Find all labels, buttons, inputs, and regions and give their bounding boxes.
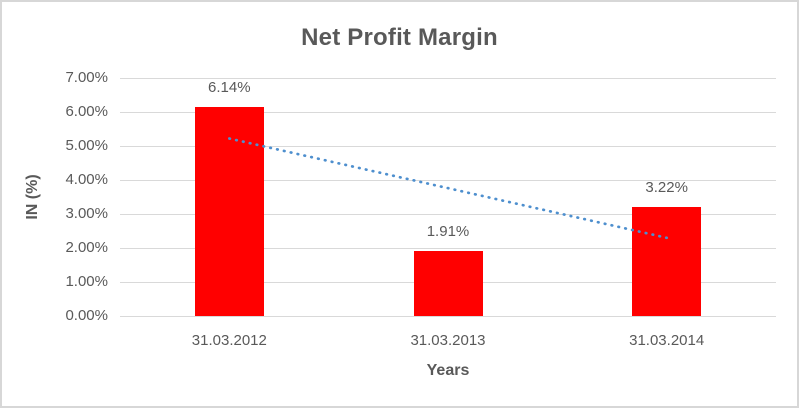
y-axis-tick-label: 4.00% — [65, 171, 108, 188]
gridline-2.00% — [120, 247, 776, 249]
data-label-31.03.2014: 3.22% — [645, 178, 688, 196]
data-label-31.03.2012: 6.14% — [208, 79, 251, 97]
data-label-31.03.2013: 1.91% — [426, 223, 470, 241]
y-axis-tick-label: 6.00% — [65, 103, 108, 120]
y-axis-tick-label: 7.00% — [65, 69, 108, 86]
bar-31.03.2014 — [632, 206, 702, 316]
gridline-0.00% — [120, 315, 776, 317]
gridline-7.00% — [120, 77, 776, 79]
x-axis-tick-label: 31.03.2012 — [191, 332, 267, 349]
x-axis-tick-label: 31.03.2014 — [629, 332, 705, 349]
y-axis-tick-label: 2.00% — [65, 239, 108, 256]
bar-31.03.2012 — [194, 107, 264, 316]
chart-title: Net Profit Margin — [301, 24, 498, 51]
y-axis-tick-label: 3.00% — [65, 205, 108, 222]
gridline-6.00% — [120, 111, 776, 113]
y-axis-tick-label: 5.00% — [65, 137, 108, 154]
x-axis-title: Years — [426, 362, 470, 379]
y-axis-tick-label: 1.00% — [65, 273, 108, 290]
plot-area: 6.14% 31.03.2012 1.91% 31.03.2013 3.22% 31.03… — [120, 77, 776, 379]
bar-31.03.2013 — [413, 251, 483, 316]
x-axis-tick-label: 31.03.2013 — [410, 332, 486, 349]
y-axis-tick-label: 0.00% — [65, 307, 108, 324]
